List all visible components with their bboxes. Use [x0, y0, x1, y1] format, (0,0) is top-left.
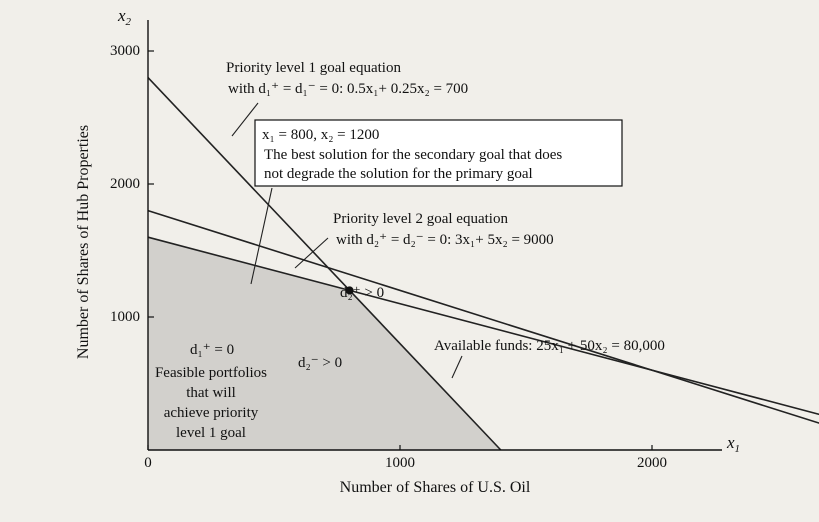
feasible-text-2: that will: [186, 385, 236, 401]
d1-plus-label: d₁⁺ = 0: [190, 342, 234, 358]
x-tick-marks: [147, 445, 653, 450]
priority1-title: Priority level 1 goal equation: [226, 60, 401, 76]
y-tick-label-2000: 2000: [110, 176, 140, 192]
y-tick-label-3000: 3000: [110, 43, 140, 59]
funds-leader: [451, 355, 463, 379]
available-funds-label: Available funds: 25x₁ + 50x₂ = 80,000: [434, 338, 665, 354]
best-solution-text-1: The best solution for the secondary goal…: [264, 147, 562, 163]
y-tick-marks: [148, 50, 154, 318]
feasible-text-4: level 1 goal: [176, 425, 246, 441]
optimal-solution-point: [345, 286, 354, 295]
priority2-goal-line: [147, 209, 819, 424]
best-solution-leader: [250, 187, 273, 285]
feasible-region: [148, 237, 501, 450]
y-tick-label-1000: 1000: [110, 309, 140, 325]
feasible-text-1: Feasible portfolios: [155, 365, 267, 381]
best-solution-coordinates: x₁ = 800, x₂ = 1200: [262, 127, 379, 143]
priority2-leader: [294, 237, 329, 269]
available-funds-line: [147, 236, 819, 416]
feasible-text-3: achieve priority: [164, 405, 259, 421]
best-solution-callout: [254, 119, 623, 187]
d2-minus-label: d₂⁻ > 0: [298, 355, 342, 371]
y-axis-title: Number of Shares of Hub Properties: [75, 125, 92, 359]
x-axis-variable: x1: [726, 433, 740, 455]
best-solution-text-2: not degrade the solution for the primary…: [264, 166, 533, 182]
x-tick-label-2000: 2000: [637, 455, 667, 471]
priority1-goal-line: [147, 77, 502, 451]
x-axis-title: Number of Shares of U.S. Oil: [340, 479, 531, 496]
x-tick-label-0: 0: [144, 455, 152, 471]
y-axis-variable: x2: [117, 6, 132, 28]
priority2-equation: with d₂⁺ = d₂⁻ = 0: 3x₁+ 5x₂ = 9000: [336, 232, 554, 248]
x-tick-label-1000: 1000: [385, 455, 415, 471]
priority1-equation: with d₁⁺ = d₁⁻ = 0: 0.5x₁+ 0.25x₂ = 700: [228, 81, 468, 97]
priority1-leader: [231, 102, 259, 137]
priority2-title: Priority level 2 goal equation: [333, 211, 508, 227]
